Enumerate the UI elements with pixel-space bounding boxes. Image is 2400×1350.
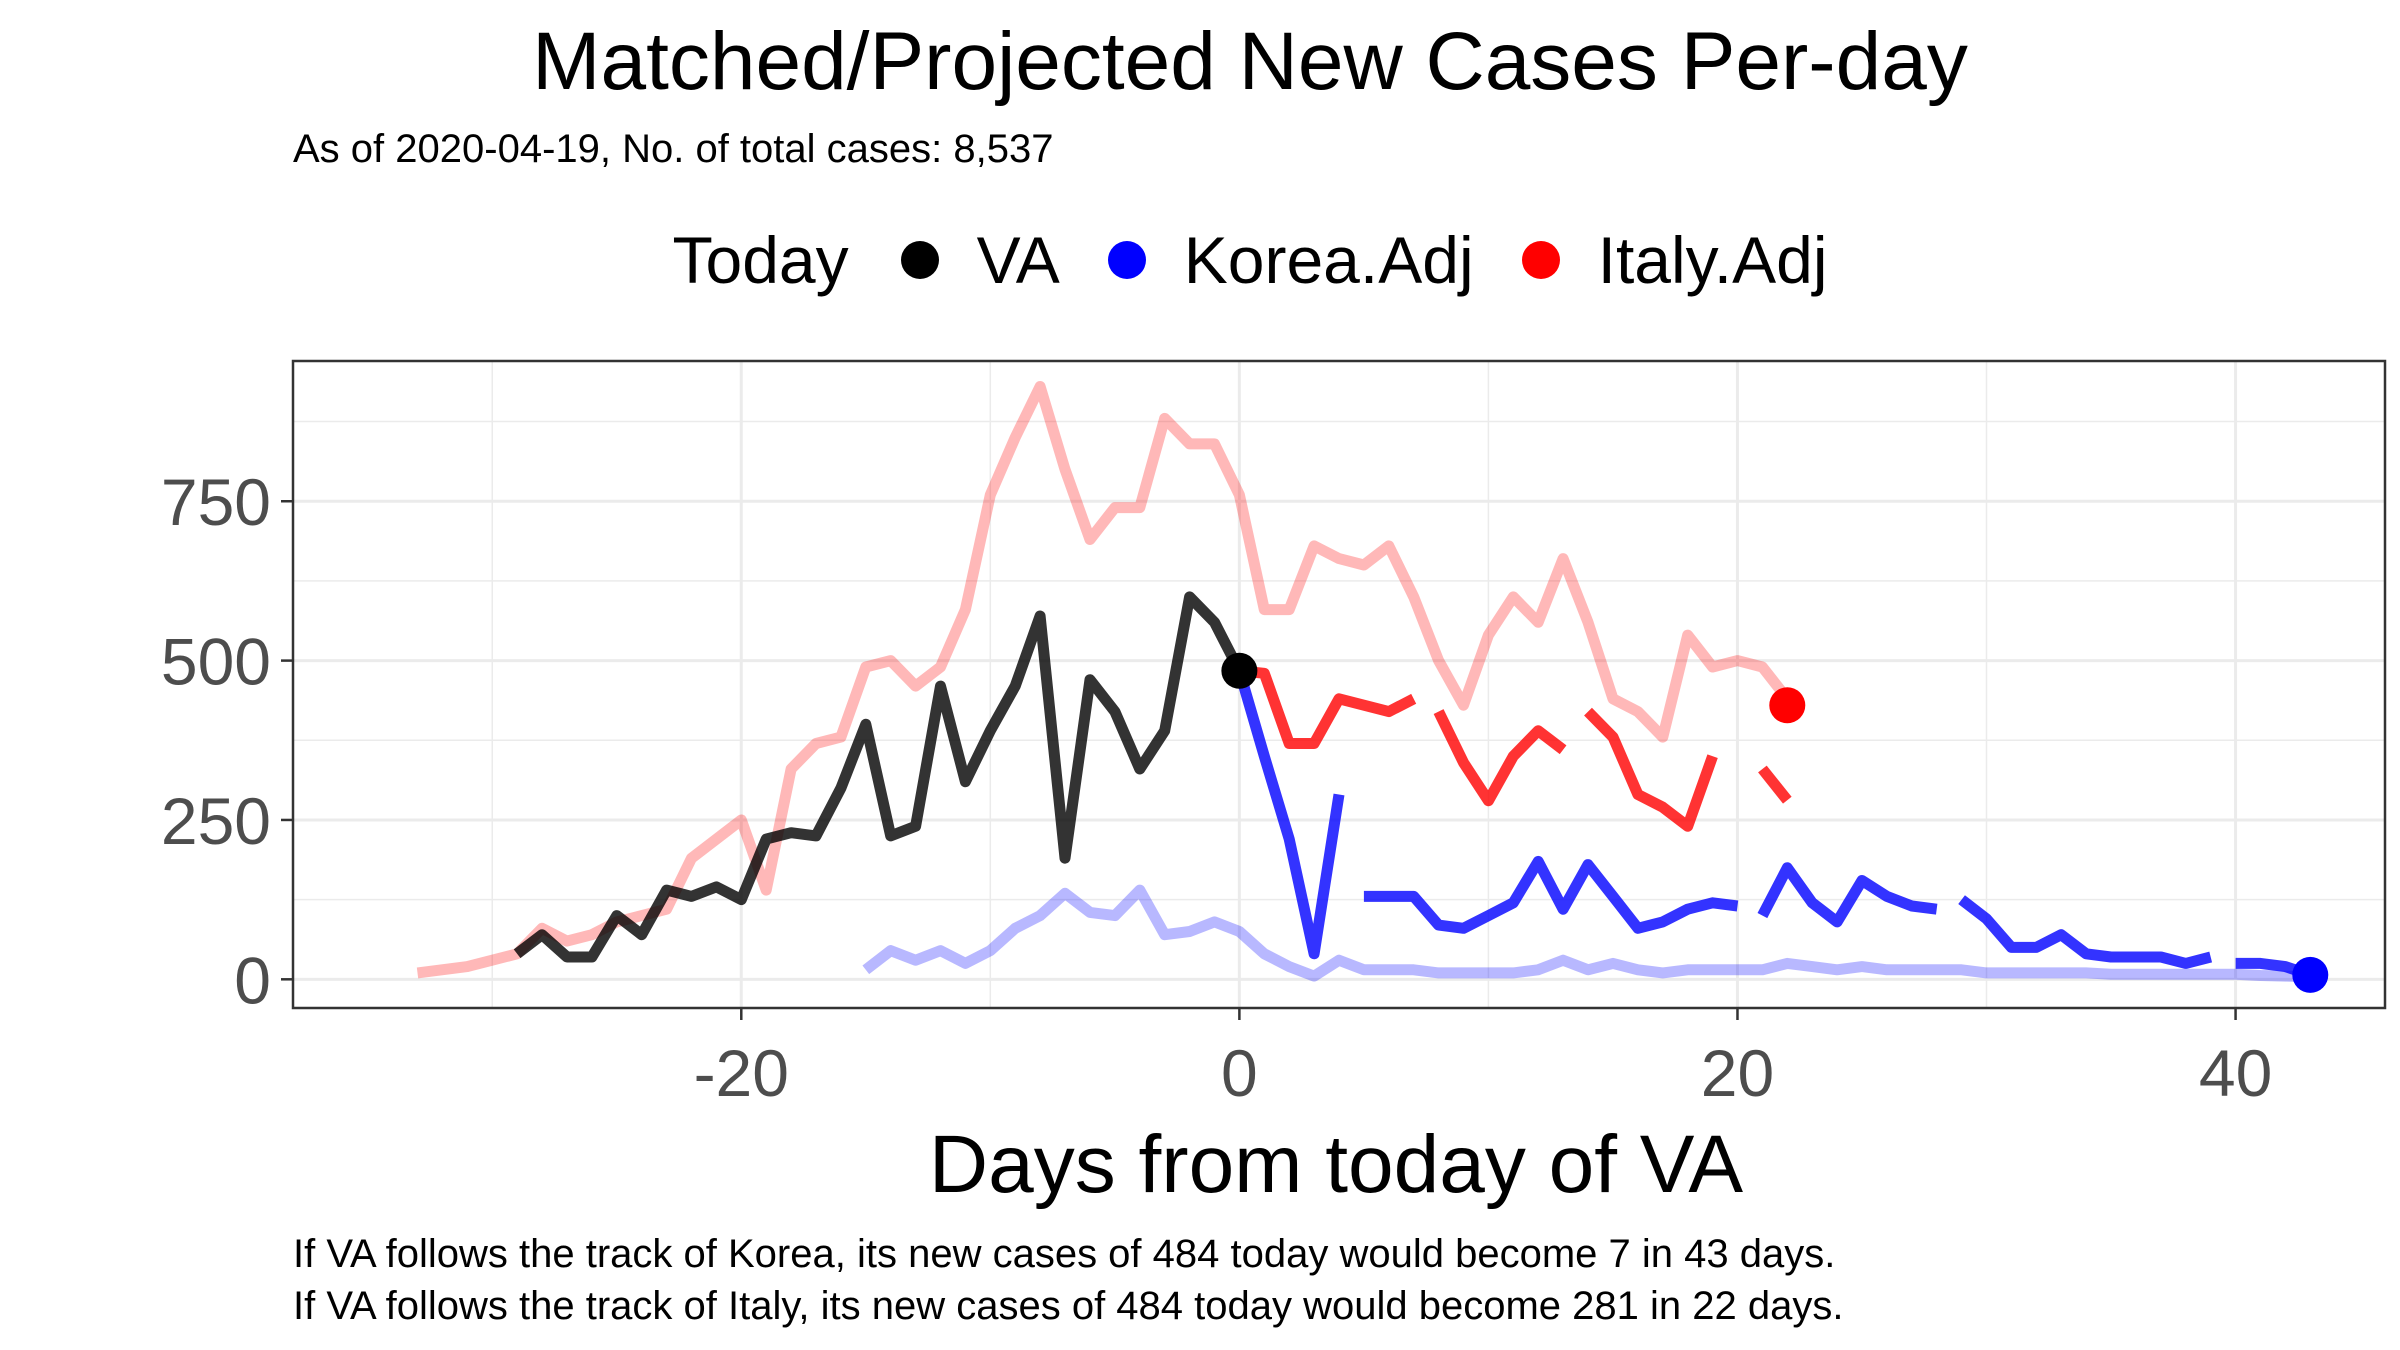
series-line-korea_projected: [1958, 895, 2213, 969]
x-tick-label: -20: [694, 1036, 789, 1110]
legend-dot-va: [900, 241, 939, 279]
today-point-italy-adj: [1769, 687, 1806, 724]
y-tick-label: 750: [161, 465, 271, 539]
x-tick-label: 0: [1221, 1036, 1258, 1110]
series-line-italy_projected: [1238, 665, 1417, 749]
legend-label-korea: Korea.Adj: [1183, 223, 1474, 297]
legend-item-italy: Italy.Adj: [1521, 222, 1828, 298]
series-line-italy_projected: [1758, 765, 1792, 804]
panel-border: [291, 359, 2387, 1010]
chart-subtitle: As of 2020-04-19, No. of total cases: 8,…: [293, 127, 1054, 171]
points-layer: [1221, 652, 2329, 993]
series-line-va: [513, 591, 1245, 963]
axes: -20 0 20 40 0 250 500 750: [161, 465, 2272, 1110]
chart-title: Matched/Projected New Cases Per-day: [532, 16, 1968, 107]
series-line-korea_projected: [1757, 862, 1938, 928]
series-line-italy_matched: [416, 381, 1792, 979]
caption-italy: If VA follows the track of Italy, its ne…: [293, 1284, 1844, 1328]
today-point-va: [1221, 652, 1258, 689]
legend-item-va: VA: [900, 222, 1060, 298]
series-layer: [416, 381, 2313, 983]
legend-label-italy: Italy.Adj: [1597, 223, 1828, 297]
y-tick-label: 0: [234, 943, 271, 1017]
x-axis-label: Days from today of VA: [929, 1119, 1744, 1210]
series-line-italy_projected: [1584, 707, 1718, 832]
caption: If VA follows the track of Korea, its ne…: [293, 1228, 1843, 1332]
series-line-korea_projected: [1363, 855, 1739, 934]
x-tick-label: 20: [1701, 1036, 1774, 1110]
legend-item-korea: Korea.Adj: [1107, 222, 1474, 298]
legend-dot-italy: [1521, 241, 1560, 279]
series-line-italy_projected: [1433, 709, 1567, 807]
legend-title: Today: [672, 223, 849, 297]
caption-korea: If VA follows the track of Korea, its ne…: [293, 1232, 1836, 1276]
y-tick-label: 500: [161, 625, 271, 699]
legend-dot-korea: [1107, 241, 1146, 279]
grid: [293, 361, 2385, 1008]
today-point-korea-adj: [2292, 956, 2329, 993]
series-line-korea_matched: [862, 884, 2311, 983]
x-tick-label: 40: [2199, 1036, 2272, 1110]
series-line-korea_projected: [1234, 669, 1345, 960]
legend-label-va: VA: [976, 223, 1060, 297]
legend: Today VA Korea.Adj Italy.Adj: [0, 220, 2400, 300]
y-tick-label: 250: [161, 784, 271, 858]
